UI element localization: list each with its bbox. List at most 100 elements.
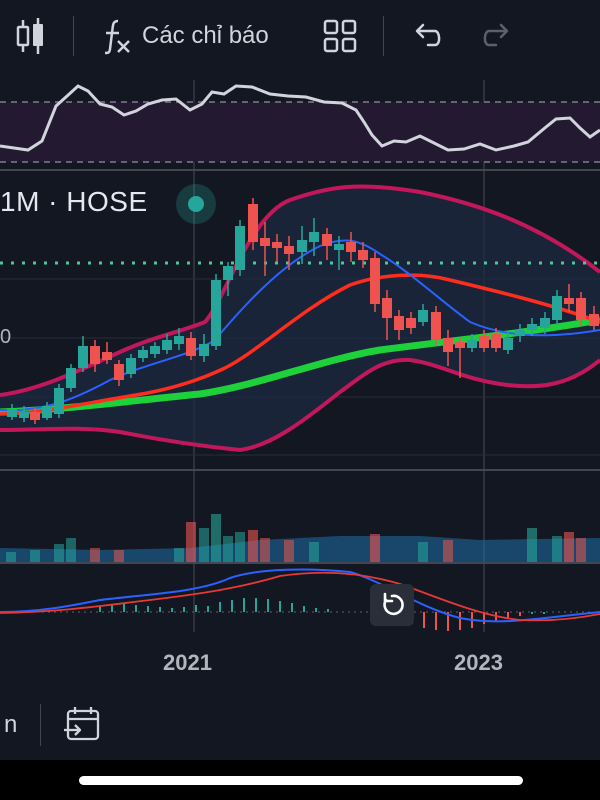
volume-bar — [309, 542, 319, 562]
bottom-toolbar — [0, 688, 600, 760]
candle — [235, 220, 245, 276]
volume-bar — [418, 542, 428, 562]
candle — [503, 332, 513, 354]
candle — [394, 310, 404, 340]
volume-bar — [90, 548, 100, 562]
macd-line — [0, 568, 600, 623]
indicators-label: Các chỉ báo — [142, 22, 269, 49]
price-axis-label: 0 — [0, 326, 12, 348]
candle — [527, 318, 537, 336]
volume-bar — [199, 528, 209, 562]
volume-bar — [284, 540, 294, 562]
volume-bar — [564, 532, 574, 562]
bottom-toolbar-label[interactable]: n — [4, 711, 18, 738]
candles-button[interactable] — [14, 14, 48, 58]
system-home-bar — [0, 760, 600, 800]
candle — [78, 336, 88, 372]
candle — [443, 330, 453, 366]
toolbar-divider — [383, 16, 384, 56]
candle — [138, 346, 148, 362]
candle — [467, 334, 477, 352]
undo-icon — [415, 23, 441, 47]
rsi-band — [0, 102, 600, 162]
volume-bar — [66, 538, 76, 562]
candle — [19, 406, 29, 422]
rsi-pane — [0, 84, 600, 163]
indicators-button[interactable]: Các chỉ báo — [102, 14, 269, 58]
volume-bar — [54, 544, 64, 562]
volume-bar — [235, 532, 245, 562]
volume-bar — [211, 514, 221, 562]
undo-button[interactable] — [410, 14, 444, 58]
toolbar-divider — [73, 16, 74, 56]
candle — [564, 284, 574, 312]
candlesticks — [7, 198, 599, 424]
candle — [199, 334, 209, 362]
candle — [284, 236, 294, 270]
volume-bar — [223, 536, 233, 562]
layout-button[interactable] — [322, 14, 358, 58]
home-indicator[interactable] — [79, 776, 523, 785]
candle — [334, 236, 344, 270]
candle — [102, 342, 112, 364]
candle — [54, 384, 64, 418]
market-status-dot[interactable] — [176, 184, 216, 224]
macd-pane — [0, 568, 600, 631]
time-axis-label: 2023 — [454, 650, 503, 675]
volume-bar — [552, 536, 562, 562]
candle — [90, 340, 100, 372]
candle — [248, 198, 258, 250]
candle — [114, 360, 124, 386]
volume-bar — [186, 522, 196, 562]
candle — [589, 306, 599, 330]
candle — [211, 274, 221, 350]
candle — [150, 342, 160, 358]
candle — [174, 328, 184, 350]
volume-bar — [114, 550, 124, 562]
candle — [479, 330, 489, 352]
bollinger-lower — [0, 357, 600, 453]
volume-bar — [370, 534, 380, 562]
bollinger-fill — [0, 186, 600, 451]
candle — [260, 222, 270, 276]
macd-histogram — [99, 598, 545, 631]
calendar-goto-icon — [64, 707, 100, 741]
candle — [382, 290, 392, 340]
chart-area[interactable] — [0, 72, 600, 688]
candle — [42, 402, 52, 420]
volume-bar — [248, 530, 258, 562]
candle — [418, 304, 428, 326]
candle — [30, 408, 40, 424]
candle — [223, 262, 233, 296]
reset-chart-button[interactable] — [370, 584, 414, 626]
candle — [322, 228, 332, 260]
candle — [540, 312, 550, 334]
candle — [491, 328, 501, 352]
signal-line — [0, 571, 600, 622]
candles-icon — [16, 18, 43, 54]
candle — [346, 232, 356, 262]
reset-icon — [383, 592, 404, 616]
candle — [66, 364, 76, 392]
volume-bar — [260, 538, 270, 562]
grid-icon — [323, 19, 357, 53]
candle — [455, 338, 465, 378]
price-pane — [0, 184, 600, 456]
candle — [552, 290, 562, 326]
time-axis-label: 2021 — [163, 650, 212, 675]
redo-button[interactable] — [480, 14, 514, 58]
symbol-label: 1M · HOSE — [0, 186, 148, 217]
redo-icon — [483, 23, 509, 47]
top-toolbar: Các chỉ báo — [0, 0, 600, 72]
candle — [309, 218, 319, 256]
fx-icon — [104, 19, 130, 55]
slow-ma-line — [0, 273, 600, 416]
candle — [358, 242, 368, 268]
candle — [186, 332, 196, 360]
fast-ma-line — [0, 239, 600, 412]
volume-bar — [30, 550, 40, 562]
candle — [126, 354, 136, 378]
candle — [515, 324, 525, 342]
go-to-date-button[interactable] — [62, 704, 104, 746]
volume-bar — [6, 552, 16, 562]
